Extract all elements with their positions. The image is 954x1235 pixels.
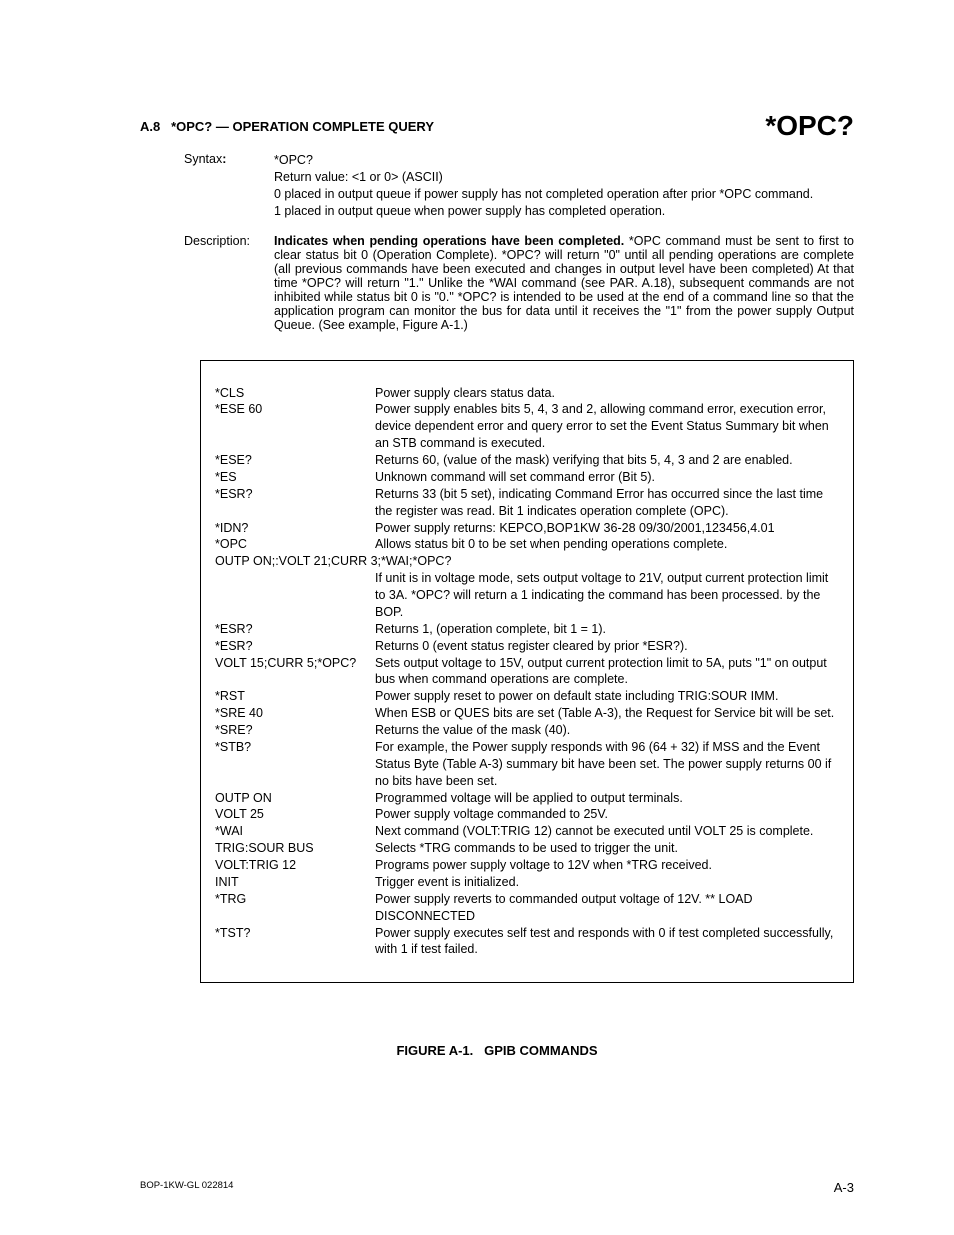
command-row: *TST?Power supply executes self test and… (215, 925, 839, 959)
description-lead: Indicates when pending operations have b… (274, 234, 624, 248)
footer-page-number: A-3 (834, 1180, 854, 1195)
command-row: *ESE 60Power supply enables bits 5, 4, 3… (215, 401, 839, 452)
command-title: *OPC? (765, 110, 854, 142)
syntax-explain-0: 0 placed in output queue if power supply… (274, 186, 854, 203)
command-cell: *WAI (215, 823, 375, 840)
command-row: VOLT:TRIG 12Programs power supply voltag… (215, 857, 839, 874)
section-header: A.8 *OPC? — OPERATION COMPLETE QUERY *OP… (140, 110, 854, 142)
syntax-return: Return value: <1 or 0> (ASCII) (274, 169, 854, 186)
command-description: Returns 33 (bit 5 set), indicating Comma… (375, 486, 839, 520)
description-body: Indicates when pending operations have b… (274, 234, 854, 332)
command-description: Next command (VOLT:TRIG 12) cannot be ex… (375, 823, 839, 840)
command-row: INITTrigger event is initialized. (215, 874, 839, 891)
command-description: When ESB or QUES bits are set (Table A-3… (375, 705, 839, 722)
syntax-command: *OPC? (274, 152, 854, 169)
command-cell: *ESR? (215, 638, 375, 655)
command-row: *TRGPower supply reverts to commanded ou… (215, 891, 839, 925)
command-row: *ESR?Returns 33 (bit 5 set), indicating … (215, 486, 839, 520)
command-description: Power supply executes self test and resp… (375, 925, 839, 959)
command-row: *ESR?Returns 1, (operation complete, bit… (215, 621, 839, 638)
command-cell: *ESR? (215, 486, 375, 520)
command-cell: TRIG:SOUR BUS (215, 840, 375, 857)
syntax-row: Syntax: *OPC? Return value: <1 or 0> (AS… (140, 152, 854, 220)
syntax-label: Syntax: (140, 152, 274, 220)
command-cell (215, 570, 375, 621)
command-table: *CLSPower supply clears status data.*ESE… (215, 385, 839, 959)
command-row: *WAINext command (VOLT:TRIG 12) cannot b… (215, 823, 839, 840)
command-description: Allows status bit 0 to be set when pendi… (375, 536, 839, 553)
command-cell: VOLT:TRIG 12 (215, 857, 375, 874)
command-description: Programs power supply voltage to 12V whe… (375, 857, 839, 874)
command-description: Programmed voltage will be applied to ou… (375, 790, 839, 807)
command-row: *OPCAllows status bit 0 to be set when p… (215, 536, 839, 553)
command-description: Trigger event is initialized. (375, 874, 839, 891)
description-row: Description: Indicates when pending oper… (140, 234, 854, 332)
command-cell: *TRG (215, 891, 375, 925)
section-title: A.8 *OPC? — OPERATION COMPLETE QUERY (140, 119, 434, 134)
command-row: OUTP ON;:VOLT 21;CURR 3;*WAI;*OPC? (215, 553, 839, 570)
command-description: If unit is in voltage mode, sets output … (375, 570, 839, 621)
command-row: *ESUnknown command will set command erro… (215, 469, 839, 486)
command-description: Returns 0 (event status register cleared… (375, 638, 839, 655)
command-row: VOLT 25Power supply voltage commanded to… (215, 806, 839, 823)
command-cell: *SRE? (215, 722, 375, 739)
syntax-explain-1: 1 placed in output queue when power supp… (274, 203, 854, 220)
command-row: *ESR?Returns 0 (event status register cl… (215, 638, 839, 655)
command-cell: *OPC (215, 536, 375, 553)
command-cell-inline: VOLT 15;CURR 5;*OPC?Sets output voltage … (215, 655, 839, 689)
command-row: *IDN?Power supply returns: KEPCO,BOP1KW … (215, 520, 839, 537)
figure-caption: FIGURE A-1. GPIB COMMANDS (140, 1043, 854, 1058)
command-cell: INIT (215, 874, 375, 891)
command-cell: *STB? (215, 739, 375, 790)
command-cell-full: OUTP ON;:VOLT 21;CURR 3;*WAI;*OPC? (215, 553, 839, 570)
syntax-body: *OPC? Return value: <1 or 0> (ASCII) 0 p… (274, 152, 854, 220)
section-heading-text: *OPC? — OPERATION COMPLETE QUERY (171, 119, 434, 134)
page-footer: BOP-1KW-GL 022814 A-3 (140, 1180, 854, 1195)
figure-caption-title: GPIB COMMANDS (484, 1043, 597, 1058)
command-description: Returns the value of the mask (40). (375, 722, 839, 739)
command-description: Power supply reverts to commanded output… (375, 891, 839, 925)
command-description: Returns 60, (value of the mask) verifyin… (375, 452, 839, 469)
command-cell: *SRE 40 (215, 705, 375, 722)
command-row: OUTP ONProgrammed voltage will be applie… (215, 790, 839, 807)
description-text: *OPC command must be sent to first to cl… (274, 234, 854, 332)
command-cell: OUTP ON (215, 790, 375, 807)
page: A.8 *OPC? — OPERATION COMPLETE QUERY *OP… (0, 0, 954, 1235)
section-number: A.8 (140, 119, 160, 134)
command-cell: *CLS (215, 385, 375, 402)
command-cell: *RST (215, 688, 375, 705)
command-cell: *ESE 60 (215, 401, 375, 452)
command-description: Power supply returns: KEPCO,BOP1KW 36-28… (375, 520, 839, 537)
command-cell: *ES (215, 469, 375, 486)
figure-box: *CLSPower supply clears status data.*ESE… (200, 360, 854, 984)
command-description: Returns 1, (operation complete, bit 1 = … (375, 621, 839, 638)
command-description: Unknown command will set command error (… (375, 469, 839, 486)
command-row: *CLSPower supply clears status data. (215, 385, 839, 402)
figure-caption-prefix: FIGURE A-1. (396, 1043, 473, 1058)
command-cell: VOLT 25 (215, 806, 375, 823)
command-description: For example, the Power supply responds w… (375, 739, 839, 790)
command-cell: *IDN? (215, 520, 375, 537)
command-row: TRIG:SOUR BUSSelects *TRG commands to be… (215, 840, 839, 857)
command-row: If unit is in voltage mode, sets output … (215, 570, 839, 621)
command-row: *SRE?Returns the value of the mask (40). (215, 722, 839, 739)
command-description: Power supply enables bits 5, 4, 3 and 2,… (375, 401, 839, 452)
footer-doc-id: BOP-1KW-GL 022814 (140, 1180, 233, 1195)
command-description: Selects *TRG commands to be used to trig… (375, 840, 839, 857)
command-cell: *ESE? (215, 452, 375, 469)
command-cell: *TST? (215, 925, 375, 959)
command-description: Power supply reset to power on default s… (375, 688, 839, 705)
command-row: *SRE 40When ESB or QUES bits are set (Ta… (215, 705, 839, 722)
command-cell: *ESR? (215, 621, 375, 638)
command-row: *RSTPower supply reset to power on defau… (215, 688, 839, 705)
description-label: Description: (140, 234, 274, 332)
command-description: Power supply voltage commanded to 25V. (375, 806, 839, 823)
command-row: *STB?For example, the Power supply respo… (215, 739, 839, 790)
command-description: Power supply clears status data. (375, 385, 839, 402)
command-row: VOLT 15;CURR 5;*OPC?Sets output voltage … (215, 655, 839, 689)
command-row: *ESE?Returns 60, (value of the mask) ver… (215, 452, 839, 469)
